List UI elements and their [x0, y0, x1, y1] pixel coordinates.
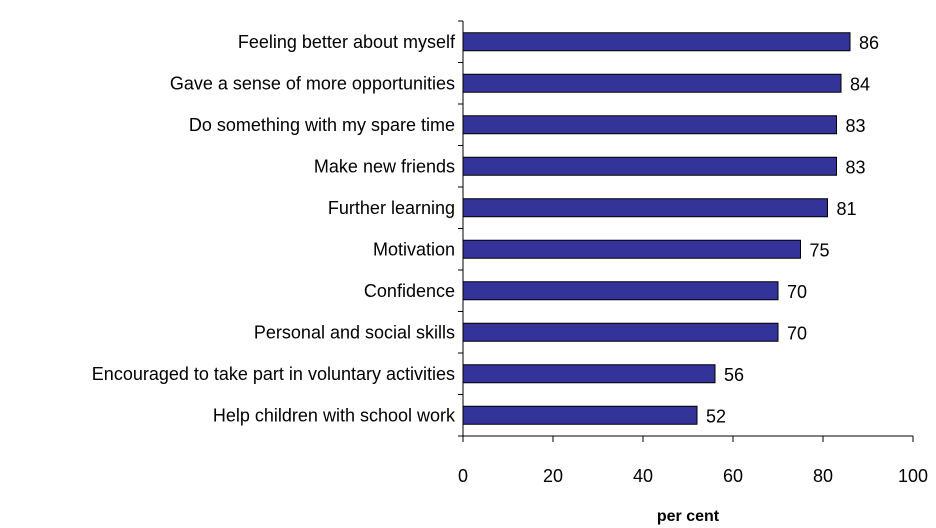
category-label: Do something with my spare time	[189, 115, 455, 135]
bar	[462, 73, 842, 93]
x-tick-label: 20	[543, 466, 563, 486]
x-tick-label: 0	[458, 466, 468, 486]
data-label: 86	[859, 33, 879, 53]
data-label: 70	[787, 323, 807, 343]
category-axis: Feeling better about myself Gave a sense …	[92, 20, 464, 437]
x-tick-label: 80	[813, 466, 833, 486]
data-label: 56	[724, 365, 744, 385]
x-tick-label: 100	[898, 466, 928, 486]
bar	[462, 405, 698, 425]
data-label: 83	[846, 116, 866, 136]
bar	[462, 239, 801, 259]
data-labels: 86 84 83 83 81 75 70 70 56 52	[706, 33, 879, 427]
bar	[462, 156, 837, 176]
x-tick-label: 60	[723, 466, 743, 486]
data-label: 83	[846, 157, 866, 177]
category-label: Feeling better about myself	[238, 32, 456, 52]
category-label: Help children with school work	[213, 405, 456, 425]
bar	[462, 322, 779, 342]
bar	[462, 32, 851, 52]
category-label: Gave a sense of more opportunities	[170, 73, 455, 93]
data-label: 52	[706, 406, 726, 426]
bar	[462, 364, 716, 384]
value-axis: 0 20 40 60 80 100	[458, 435, 928, 486]
bar	[462, 281, 779, 301]
data-label: 84	[850, 74, 870, 94]
bar	[462, 198, 828, 218]
category-label: Confidence	[364, 281, 455, 301]
category-label: Motivation	[373, 239, 455, 259]
x-tick-label: 40	[633, 466, 653, 486]
data-label: 81	[837, 199, 857, 219]
category-label: Further learning	[328, 198, 455, 218]
data-label: 70	[787, 282, 807, 302]
category-label: Personal and social skills	[254, 322, 455, 342]
x-axis-title: per cent	[657, 508, 720, 525]
data-label: 75	[810, 240, 830, 260]
category-label: Make new friends	[314, 156, 455, 176]
category-label: Encouraged to take part in voluntary act…	[92, 364, 455, 384]
bar	[462, 115, 837, 135]
bars	[462, 32, 851, 425]
